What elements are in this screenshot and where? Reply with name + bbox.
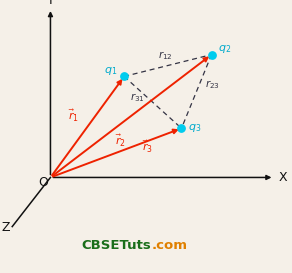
Text: $r_{23}$: $r_{23}$ bbox=[205, 78, 220, 91]
Text: Z: Z bbox=[1, 221, 10, 234]
Text: $\vec{r}_2$: $\vec{r}_2$ bbox=[114, 132, 125, 149]
Text: $r_{31}$: $r_{31}$ bbox=[130, 91, 145, 104]
Text: $q_1$: $q_1$ bbox=[105, 65, 118, 77]
Text: O: O bbox=[39, 176, 48, 189]
Point bbox=[179, 126, 184, 130]
Text: .com: .com bbox=[152, 239, 187, 252]
Text: $\vec{r}_1$: $\vec{r}_1$ bbox=[68, 108, 79, 124]
Text: $\vec{r}_3$: $\vec{r}_3$ bbox=[142, 138, 153, 155]
Text: $r_{12}$: $r_{12}$ bbox=[158, 50, 173, 63]
Text: $q_2$: $q_2$ bbox=[218, 43, 231, 55]
Point bbox=[122, 74, 126, 79]
Text: $q_3$: $q_3$ bbox=[188, 122, 202, 134]
Text: CBSETuts: CBSETuts bbox=[82, 239, 152, 252]
Point bbox=[209, 52, 214, 57]
Text: X: X bbox=[278, 171, 287, 184]
Text: Y: Y bbox=[47, 0, 54, 7]
